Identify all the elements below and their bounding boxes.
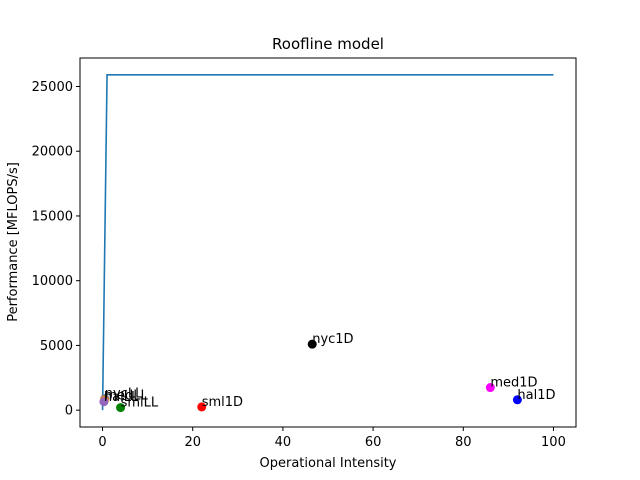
- data-point-nyc1D: [307, 339, 317, 349]
- data-point-sml1D: [197, 402, 207, 412]
- x-tick-label: 0: [98, 435, 106, 450]
- axes-frame: [79, 57, 577, 428]
- x-tick-label: 20: [184, 435, 201, 450]
- point-label-smlLL: smlLL: [121, 396, 159, 411]
- y-tick-label: 20000: [32, 145, 73, 160]
- chart-title: Roofline model: [272, 35, 384, 53]
- y-tick-label: 0: [65, 404, 73, 419]
- y-tick-label: 25000: [32, 80, 73, 95]
- y-axis-label: Performance [MFLOPS/s]: [6, 162, 21, 322]
- roofline-series: [101, 74, 554, 411]
- point-label-halLL: halLL: [104, 390, 139, 405]
- data-point-med1D: [485, 383, 495, 393]
- y-tick-label: 5000: [40, 339, 73, 354]
- data-point-halLL: [99, 397, 109, 407]
- x-tick-label: 60: [365, 435, 382, 450]
- point-label-med1D: med1D: [490, 376, 537, 391]
- data-point-hal1D: [512, 395, 522, 405]
- x-tick-label: 40: [275, 435, 292, 450]
- point-label-hal1D: hal1D: [517, 388, 555, 403]
- y-axis: 0 5000 10000 15000 20000 25000: [32, 80, 80, 419]
- x-tick-label: 80: [455, 435, 472, 450]
- point-label-nycLL: nycLL: [105, 387, 143, 402]
- x-axis-label: Operational Intensity: [260, 456, 397, 471]
- data-point-smlLL: [116, 403, 126, 413]
- point-label-nyc1D: nyc1D: [312, 332, 353, 347]
- point-label-sml1D: sml1D: [202, 395, 243, 410]
- x-tick-label: 100: [541, 435, 566, 450]
- x-axis: 0 20 40 60 80 100: [98, 427, 566, 450]
- y-tick-label: 15000: [32, 209, 73, 224]
- plot-area: [99, 74, 554, 413]
- point-label-medLL: medLL: [104, 388, 148, 403]
- y-tick-label: 10000: [32, 274, 73, 289]
